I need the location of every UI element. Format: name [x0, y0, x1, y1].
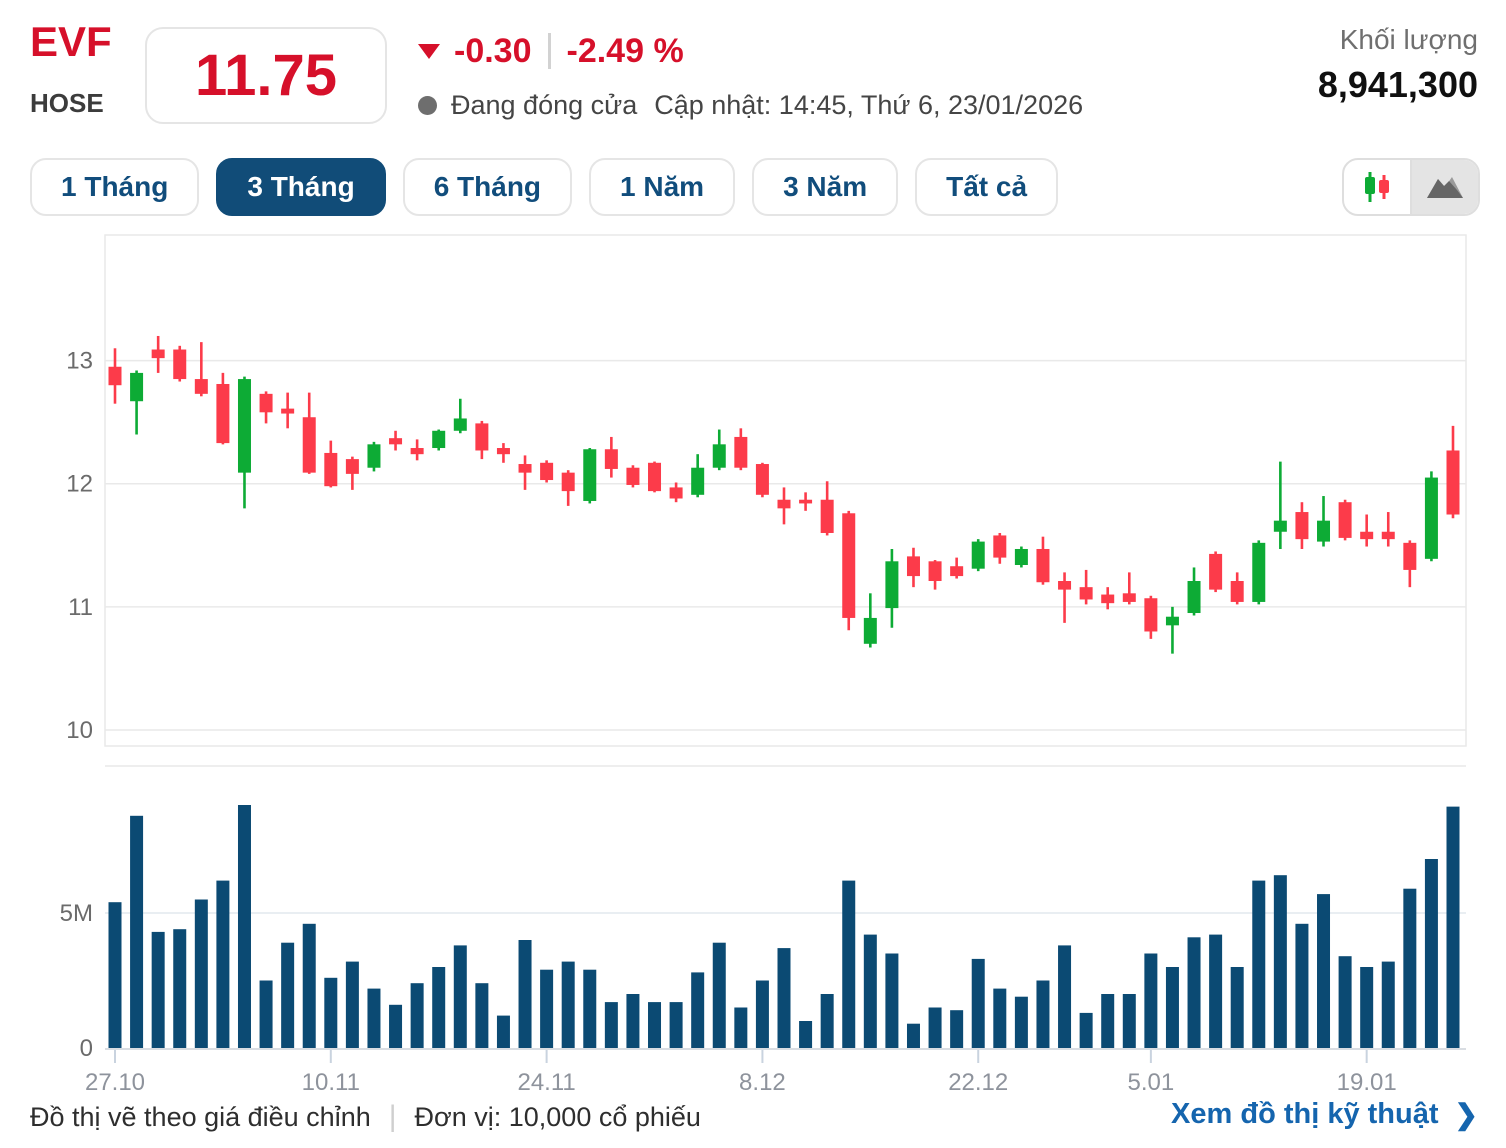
svg-text:8.12: 8.12 [739, 1069, 786, 1096]
chevron-right-icon: ❯ [1454, 1099, 1478, 1130]
candlestick-icon [1365, 172, 1389, 202]
tab-all[interactable]: Tất cả [915, 158, 1059, 216]
svg-text:10.11: 10.11 [302, 1069, 360, 1096]
tab-3-years[interactable]: 3 Năm [752, 158, 899, 216]
footer-notes: Đồ thị vẽ theo giá điều chỉnh | Đơn vị: … [30, 1100, 701, 1134]
volume-label: Khối lượng [1339, 24, 1478, 55]
svg-text:10: 10 [66, 717, 93, 744]
svg-text:12: 12 [66, 471, 93, 498]
market-status: Đang đóng cửa [451, 90, 638, 120]
svg-text:19.01: 19.01 [1337, 1069, 1397, 1096]
last-updated: Cập nhật: 14:45, Thứ 6, 23/01/2026 [654, 90, 1084, 120]
volume-header: Khối lượng 8,941,300 [1318, 24, 1478, 106]
market-status-row: Đang đóng cửa Cập nhật: 14:45, Thứ 6, 23… [418, 90, 1083, 121]
area-chart-toggle-button[interactable] [1410, 160, 1478, 214]
time-range-tabs: 1 Tháng 3 Tháng 6 Tháng 1 Năm 3 Năm Tất … [30, 158, 1059, 216]
svg-text:5.01: 5.01 [1128, 1069, 1175, 1096]
tab-1-month[interactable]: 1 Tháng [30, 158, 200, 216]
change-separator [547, 33, 551, 69]
svg-text:24.11: 24.11 [517, 1069, 575, 1096]
current-price: 11.75 [145, 27, 387, 124]
tab-1-year[interactable]: 1 Năm [589, 158, 736, 216]
tab-3-months[interactable]: 3 Tháng [216, 158, 386, 216]
svg-text:5M: 5M [60, 900, 93, 927]
ticker-symbol: EVF [30, 18, 112, 65]
price-change: -0.30 [454, 31, 532, 70]
candlestick-toggle-button[interactable] [1344, 160, 1410, 214]
volume-series [108, 805, 1460, 1048]
exchange-name: HOSE [30, 88, 104, 118]
unit-note: Đơn vị: 10,000 cổ phiếu [414, 1101, 701, 1132]
svg-text:22.12: 22.12 [948, 1069, 1008, 1096]
price-change-row: -0.30 -2.49 % [418, 28, 684, 74]
tab-6-months[interactable]: 6 Tháng [402, 158, 573, 216]
svg-text:13: 13 [66, 348, 93, 375]
technical-chart-link-label: Xem đồ thị kỹ thuật [1171, 1098, 1439, 1130]
volume-value: 8,941,300 [1317, 64, 1478, 105]
svg-text:0: 0 [80, 1035, 93, 1062]
price-change-percent: -2.49 % [566, 31, 684, 70]
svg-text:11: 11 [68, 594, 93, 621]
adjusted-price-note: Đồ thị vẽ theo giá điều chỉnh [30, 1101, 371, 1132]
candlestick-series [108, 335, 1460, 654]
area-chart-icon [1427, 177, 1463, 198]
technical-chart-link[interactable]: Xem đồ thị kỹ thuật ❯ [1171, 1098, 1478, 1131]
status-dot-icon [418, 96, 437, 115]
svg-text:27.10: 27.10 [85, 1069, 145, 1096]
chart-type-toggle [1342, 158, 1480, 216]
triangle-down-icon [418, 43, 440, 59]
footer-separator: | [388, 1100, 397, 1133]
